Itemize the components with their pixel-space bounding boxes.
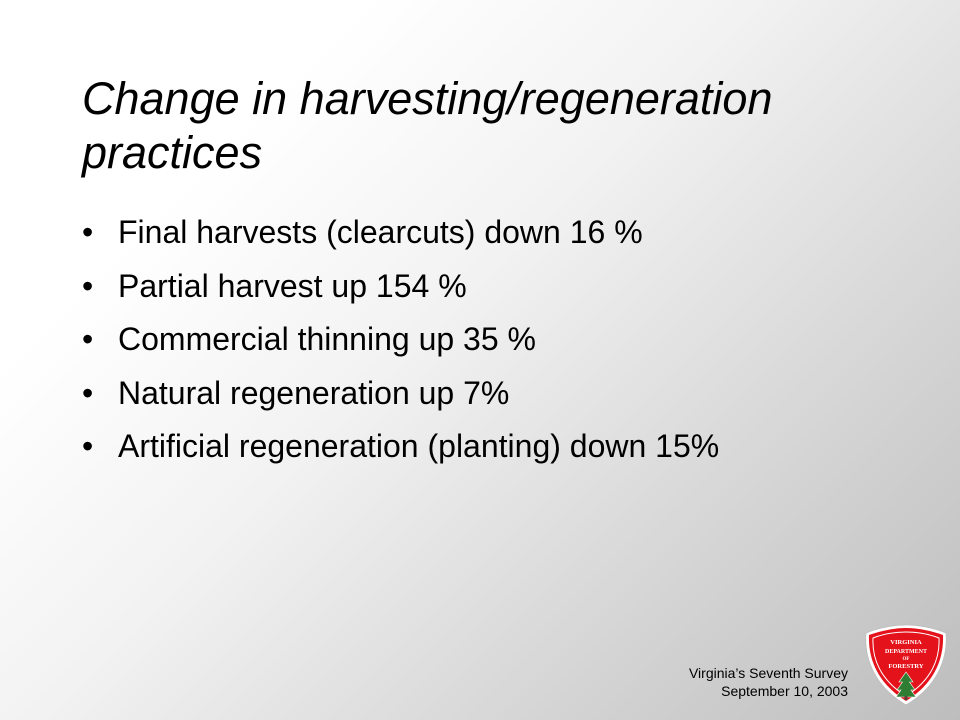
bullet-marker: • — [82, 267, 94, 304]
virginia-department-of-forestry-logo: VIRGINIA DEPARTMENT OF FORESTRY — [865, 624, 947, 706]
bullet-item: • Commercial thinning up 35 % — [82, 321, 922, 357]
bullet-item: • Natural regeneration up 7% — [82, 375, 922, 411]
footer-date: September 10, 2003 — [721, 683, 848, 699]
slide-title-line-2: practices — [82, 127, 263, 178]
bullet-item: • Partial harvest up 154 % — [82, 268, 922, 304]
bullet-list: • Final harvests (clearcuts) down 16 % •… — [82, 214, 922, 482]
bullet-item: • Final harvests (clearcuts) down 16 % — [82, 214, 922, 250]
slide-title: Change in harvesting/regeneration practi… — [82, 72, 902, 180]
bullet-marker: • — [82, 428, 94, 464]
tree-icon — [895, 671, 917, 700]
bullet-marker: • — [82, 374, 94, 411]
slide-title-line-1: Change in harvesting/regeneration — [82, 73, 773, 124]
bullet-item: • Artificial regeneration (planting) dow… — [82, 428, 922, 464]
bullet-text: Natural regeneration up 7% — [118, 374, 510, 411]
bullet-marker: • — [82, 321, 94, 357]
shield-body — [868, 628, 944, 701]
bullet-text: Partial harvest up 154 % — [118, 267, 467, 304]
logo-text-of: OF — [903, 657, 910, 662]
footer-survey-name: Virginia’s Seventh Survey — [688, 665, 848, 681]
bullet-text: Final harvests (clearcuts) down 16 % — [118, 214, 643, 250]
logo-text-department: DEPARTMENT — [885, 649, 927, 655]
bullet-marker: • — [82, 214, 94, 250]
bullet-text: Artificial regeneration (planting) down … — [118, 428, 720, 464]
logo-text-virginia: VIRGINIA — [890, 639, 922, 646]
footer-caption: Virginia’s Seventh Survey September 10, … — [689, 664, 848, 700]
logo-text-forestry: FORESTRY — [888, 663, 923, 670]
bullet-text: Commercial thinning up 35 % — [118, 321, 536, 357]
